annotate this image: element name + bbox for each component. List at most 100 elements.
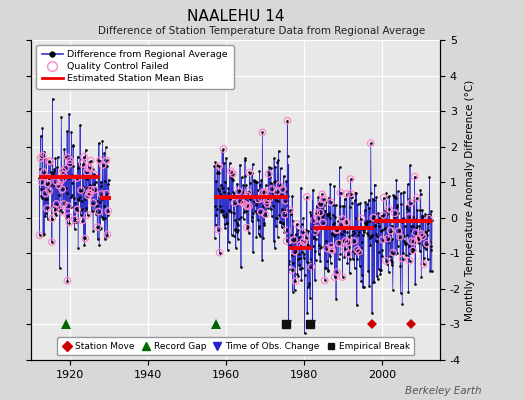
Point: [328, 248, 336, 254]
Point: [258, 129, 267, 136]
Point: [220, 213, 228, 220]
Point: [64, 175, 73, 181]
Point: [37, 192, 46, 199]
Point: [422, 229, 430, 236]
Point: [51, 211, 60, 218]
Point: [350, 238, 358, 244]
Point: [384, 236, 392, 242]
Point: [104, 176, 113, 183]
Point: [340, 254, 348, 260]
Point: [53, 164, 61, 170]
Title: NAALEHU 14: NAALEHU 14: [187, 8, 285, 24]
Point: [43, 205, 51, 212]
Point: [228, 170, 236, 176]
Point: [359, 283, 368, 290]
Point: [38, 125, 47, 132]
Point: [44, 204, 52, 210]
Point: [219, 208, 227, 214]
Point: [57, 172, 65, 178]
Point: [401, 241, 409, 247]
Point: [216, 191, 224, 198]
Point: [99, 138, 107, 144]
Point: [261, 182, 270, 188]
Point: [73, 206, 81, 213]
Point: [319, 219, 328, 226]
Point: [346, 176, 355, 182]
Point: [263, 201, 271, 207]
Point: [336, 189, 345, 196]
Point: [58, 186, 67, 192]
Point: [391, 250, 400, 257]
Point: [278, 209, 287, 216]
Point: [58, 176, 67, 182]
Point: [420, 237, 429, 243]
Point: [238, 188, 247, 195]
Point: [303, 194, 311, 200]
Point: [94, 208, 103, 215]
Text: Berkeley Earth: Berkeley Earth: [406, 386, 482, 396]
Point: [66, 172, 74, 179]
Point: [343, 228, 351, 235]
Point: [374, 210, 383, 216]
Point: [320, 196, 328, 202]
Point: [333, 269, 341, 275]
Point: [288, 267, 296, 274]
Point: [367, 190, 375, 196]
Point: [335, 164, 344, 171]
Point: [352, 214, 361, 221]
Point: [364, 232, 372, 238]
Point: [99, 162, 107, 168]
Point: [378, 227, 387, 234]
Point: [58, 186, 67, 192]
Point: [259, 203, 268, 210]
Point: [257, 195, 266, 202]
Point: [278, 221, 287, 227]
Point: [226, 208, 235, 215]
Point: [55, 182, 63, 189]
Point: [366, 218, 375, 224]
Point: [362, 219, 370, 226]
Point: [66, 157, 74, 164]
Point: [212, 206, 221, 212]
Point: [241, 156, 249, 163]
Point: [373, 272, 381, 279]
Point: [334, 226, 342, 232]
Point: [262, 213, 270, 219]
Text: Difference of Station Temperature Data from Regional Average: Difference of Station Temperature Data f…: [99, 26, 425, 36]
Point: [319, 225, 327, 231]
Point: [294, 227, 302, 233]
Point: [344, 239, 352, 246]
Point: [246, 180, 254, 186]
Point: [88, 202, 96, 208]
Point: [382, 258, 390, 264]
Point: [408, 238, 416, 244]
Point: [257, 177, 265, 184]
Point: [63, 154, 72, 160]
Point: [362, 220, 370, 227]
Point: [245, 203, 253, 209]
Point: [263, 199, 271, 205]
Point: [218, 148, 226, 154]
Point: [314, 209, 323, 215]
Point: [384, 236, 392, 242]
Point: [388, 259, 397, 265]
Point: [283, 118, 291, 124]
Point: [364, 268, 373, 275]
Point: [307, 264, 315, 270]
Point: [342, 216, 350, 223]
Point: [215, 249, 224, 256]
Point: [308, 211, 316, 217]
Point: [330, 220, 339, 227]
Point: [408, 248, 416, 255]
Point: [77, 211, 85, 218]
Point: [416, 248, 424, 254]
Point: [253, 187, 261, 193]
Point: [277, 192, 285, 199]
Point: [92, 210, 100, 217]
Point: [72, 172, 80, 178]
Point: [82, 205, 91, 212]
Point: [68, 180, 76, 186]
Point: [244, 204, 253, 210]
Legend: Station Move, Record Gap, Time of Obs. Change, Empirical Break: Station Move, Record Gap, Time of Obs. C…: [57, 338, 414, 356]
Point: [48, 215, 57, 222]
